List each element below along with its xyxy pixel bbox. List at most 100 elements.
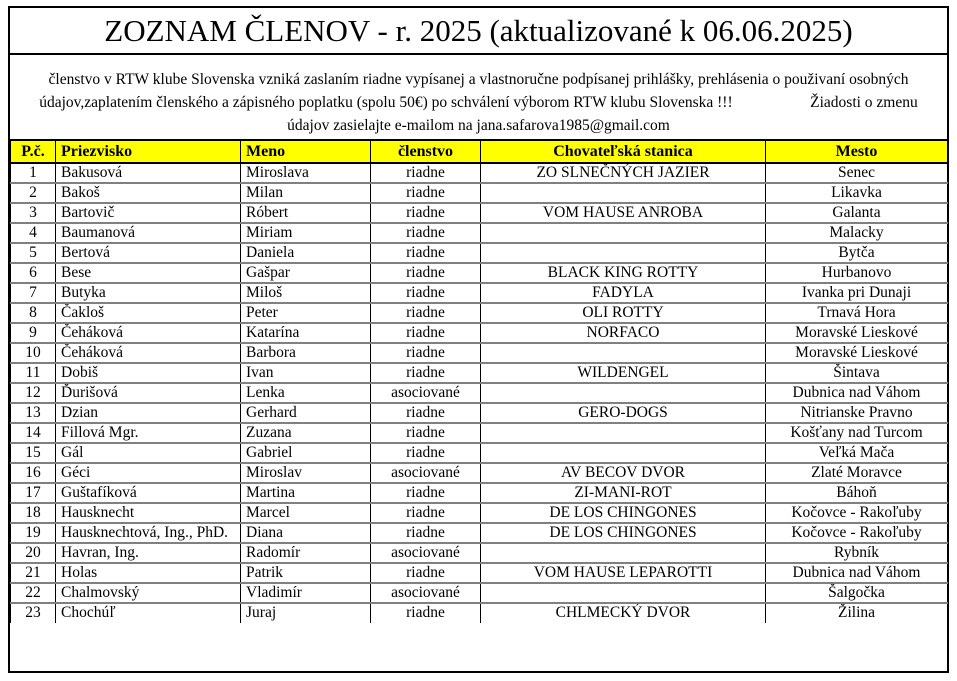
cell-mesto: Ivanka pri Dunaji <box>765 282 948 303</box>
cell-pc: 17 <box>10 482 56 503</box>
cell-meno: Marcel <box>240 502 371 523</box>
table-row: 13 Dzian Gerhard riadne GERO-DOGS Nitria… <box>10 402 948 423</box>
cell-stanica: GERO-DOGS <box>480 402 766 423</box>
cell-pc: 21 <box>10 562 56 583</box>
cell-priezvisko: Hausknecht <box>55 502 241 523</box>
cell-meno: Gerhard <box>240 402 371 423</box>
cell-stanica <box>480 242 766 263</box>
table-row: 7 Butyka Miloš riadne FADYLA Ivanka pri … <box>10 282 948 303</box>
cell-meno: Miroslav <box>240 462 371 483</box>
cell-priezvisko: Čeháková <box>55 342 241 363</box>
cell-meno: Gašpar <box>240 262 371 283</box>
intro-text-line-3: údajov zasielajte e-mailom na jana.safar… <box>287 117 670 134</box>
cell-stanica: WILDENGEL <box>480 362 766 383</box>
cell-meno: Lenka <box>240 382 371 403</box>
cell-priezvisko: Chalmovský <box>55 582 241 603</box>
cell-clenstvo: asociované <box>370 582 481 603</box>
cell-stanica <box>480 582 766 603</box>
cell-clenstvo: riadne <box>370 162 481 183</box>
column-header-stanica: Chovateľská stanica <box>480 141 766 164</box>
cell-mesto: Dubnica nad Váhom <box>765 382 948 403</box>
cell-priezvisko: Bartovič <box>55 202 241 223</box>
cell-pc: 1 <box>10 162 56 183</box>
table-row: 8 Čakloš Peter riadne OLI ROTTY Trnavá H… <box>10 302 948 323</box>
cell-clenstvo: riadne <box>370 222 481 243</box>
cell-pc: 6 <box>10 262 56 283</box>
table-row: 12 Ďurišová Lenka asociované Dubnica nad… <box>10 382 948 403</box>
table-row: 14 Fillová Mgr. Zuzana riadne Košťany na… <box>10 422 948 443</box>
table-row: 4 Baumanová Miriam riadne Malacky <box>10 222 948 243</box>
cell-mesto: Dubnica nad Váhom <box>765 562 948 583</box>
cell-priezvisko: Bakoš <box>55 182 241 203</box>
cell-meno: Miriam <box>240 222 371 243</box>
cell-mesto: Malacky <box>765 222 948 243</box>
cell-pc: 3 <box>10 202 56 223</box>
table-row: 17 Guštafíková Martina riadne ZI-MANI-RO… <box>10 482 948 503</box>
cell-mesto: Moravské Lieskové <box>765 322 948 343</box>
table-row: 6 Bese Gašpar riadne BLACK KING ROTTY Hu… <box>10 262 948 283</box>
cell-meno: Ivan <box>240 362 371 383</box>
table-row: 11 Dobiš Ivan riadne WILDENGEL Šintava <box>10 362 948 383</box>
table-row: 23 Chochúľ Juraj riadne CHLMECKÝ DVOR Ži… <box>10 602 948 623</box>
cell-meno: Patrik <box>240 562 371 583</box>
cell-priezvisko: Bese <box>55 262 241 283</box>
cell-priezvisko: Butyka <box>55 282 241 303</box>
cell-pc: 15 <box>10 442 56 463</box>
cell-priezvisko: Chochúľ <box>55 602 241 623</box>
cell-meno: Diana <box>240 522 371 543</box>
cell-clenstvo: riadne <box>370 202 481 223</box>
cell-pc: 12 <box>10 382 56 403</box>
cell-meno: Daniela <box>240 242 371 263</box>
table-row: 3 Bartovič Róbert riadne VOM HAUSE ANROB… <box>10 202 948 223</box>
cell-stanica: NORFACO <box>480 322 766 343</box>
cell-stanica: DE LOS CHINGONES <box>480 502 766 523</box>
cell-stanica: VOM HAUSE LEPAROTTI <box>480 562 766 583</box>
cell-meno: Milan <box>240 182 371 203</box>
cell-meno: Zuzana <box>240 422 371 443</box>
cell-priezvisko: Guštafíková <box>55 482 241 503</box>
cell-priezvisko: Fillová Mgr. <box>55 422 241 443</box>
cell-pc: 14 <box>10 422 56 443</box>
cell-clenstvo: riadne <box>370 322 481 343</box>
cell-mesto: Báhoň <box>765 482 948 503</box>
cell-pc: 22 <box>10 582 56 603</box>
cell-clenstvo: asociované <box>370 382 481 403</box>
cell-pc: 7 <box>10 282 56 303</box>
cell-priezvisko: Dzian <box>55 402 241 423</box>
cell-mesto: Moravské Lieskové <box>765 342 948 363</box>
cell-mesto: Rybník <box>765 542 948 563</box>
cell-mesto: Veľká Mača <box>765 442 948 463</box>
cell-stanica: AV BECOV DVOR <box>480 462 766 483</box>
cell-priezvisko: Dobiš <box>55 362 241 383</box>
cell-stanica: BLACK KING ROTTY <box>480 262 766 283</box>
table-header-row: P.č. Priezvisko Meno členstvo Chovateľsk… <box>10 141 948 164</box>
cell-meno: Martina <box>240 482 371 503</box>
cell-clenstvo: riadne <box>370 302 481 323</box>
cell-pc: 10 <box>10 342 56 363</box>
cell-stanica: FADYLA <box>480 282 766 303</box>
cell-mesto: Nitrianske Pravno <box>765 402 948 423</box>
cell-priezvisko: Havran, Ing. <box>55 542 241 563</box>
column-header-priezvisko: Priezvisko <box>55 141 241 164</box>
cell-meno: Vladimír <box>240 582 371 603</box>
cell-clenstvo: asociované <box>370 462 481 483</box>
cell-pc: 18 <box>10 502 56 523</box>
cell-pc: 11 <box>10 362 56 383</box>
cell-stanica <box>480 382 766 403</box>
cell-priezvisko: Bertová <box>55 242 241 263</box>
cell-mesto: Senec <box>765 162 948 183</box>
cell-meno: Radomír <box>240 542 371 563</box>
cell-stanica <box>480 442 766 463</box>
cell-pc: 13 <box>10 402 56 423</box>
members-table: P.č. Priezvisko Meno členstvo Chovateľsk… <box>10 141 948 623</box>
cell-clenstvo: riadne <box>370 402 481 423</box>
table-row: 21 Holas Patrik riadne VOM HAUSE LEPAROT… <box>10 562 948 583</box>
cell-stanica <box>480 222 766 243</box>
column-header-pc: P.č. <box>10 141 56 164</box>
cell-clenstvo: riadne <box>370 422 481 443</box>
cell-clenstvo: riadne <box>370 482 481 503</box>
cell-mesto: Galanta <box>765 202 948 223</box>
cell-pc: 16 <box>10 462 56 483</box>
cell-mesto: Zlaté Moravce <box>765 462 948 483</box>
cell-meno: Barbora <box>240 342 371 363</box>
